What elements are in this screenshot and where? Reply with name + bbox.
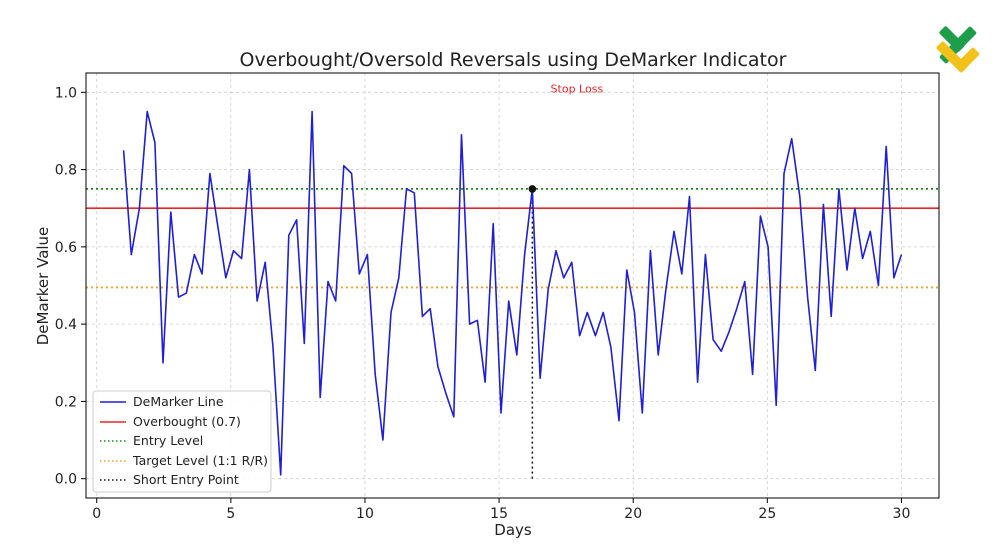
x-tick-label: 30 [893,506,911,522]
demarker-line [122,110,903,476]
axes: 0 5 10 15 20 25 30 0.0 0.2 0.4 0.6 0.8 1.0 [55,85,911,522]
y-tick-label: 0.6 [55,240,77,256]
y-tick-label: 1.0 [55,85,77,101]
legend: DeMarker Line Overbought (0.7) Entry Lev… [92,390,272,493]
x-tick-label: 25 [758,506,776,522]
x-tick-label: 10 [356,506,374,522]
y-tick-label: 0.2 [55,394,77,410]
legend-label-short-entry: Short Entry Point [133,472,239,487]
series-layer [86,110,939,479]
y-tick-label: 0.0 [55,472,77,488]
y-tick-label: 0.8 [55,163,77,179]
chart-title: Overbought/Oversold Reversals using DeMa… [240,49,787,71]
legend-box [92,390,272,493]
legend-label-demarker: DeMarker Line [133,394,224,409]
y-tick-label: 0.4 [55,317,77,333]
x-tick-label: 5 [226,506,235,522]
x-tick-label: 0 [92,506,101,522]
logo-green-stroke-2 [939,26,965,52]
x-tick-label: 15 [490,506,508,522]
brand-logo [936,26,980,73]
legend-label-entry: Entry Level [133,433,203,448]
y-axis-label: DeMarker Value [34,227,52,346]
x-axis-label: Days [494,521,532,539]
plot-frame [85,72,940,499]
stop-loss-annotation: Stop Loss [551,82,604,95]
short-entry-marker [528,185,537,193]
legend-label-target: Target Level (1:1 R/R) [132,453,268,468]
x-tick-label: 20 [624,506,642,522]
logo-yellow-stroke-2 [956,47,980,71]
legend-label-overbought: Overbought (0.7) [133,414,241,429]
